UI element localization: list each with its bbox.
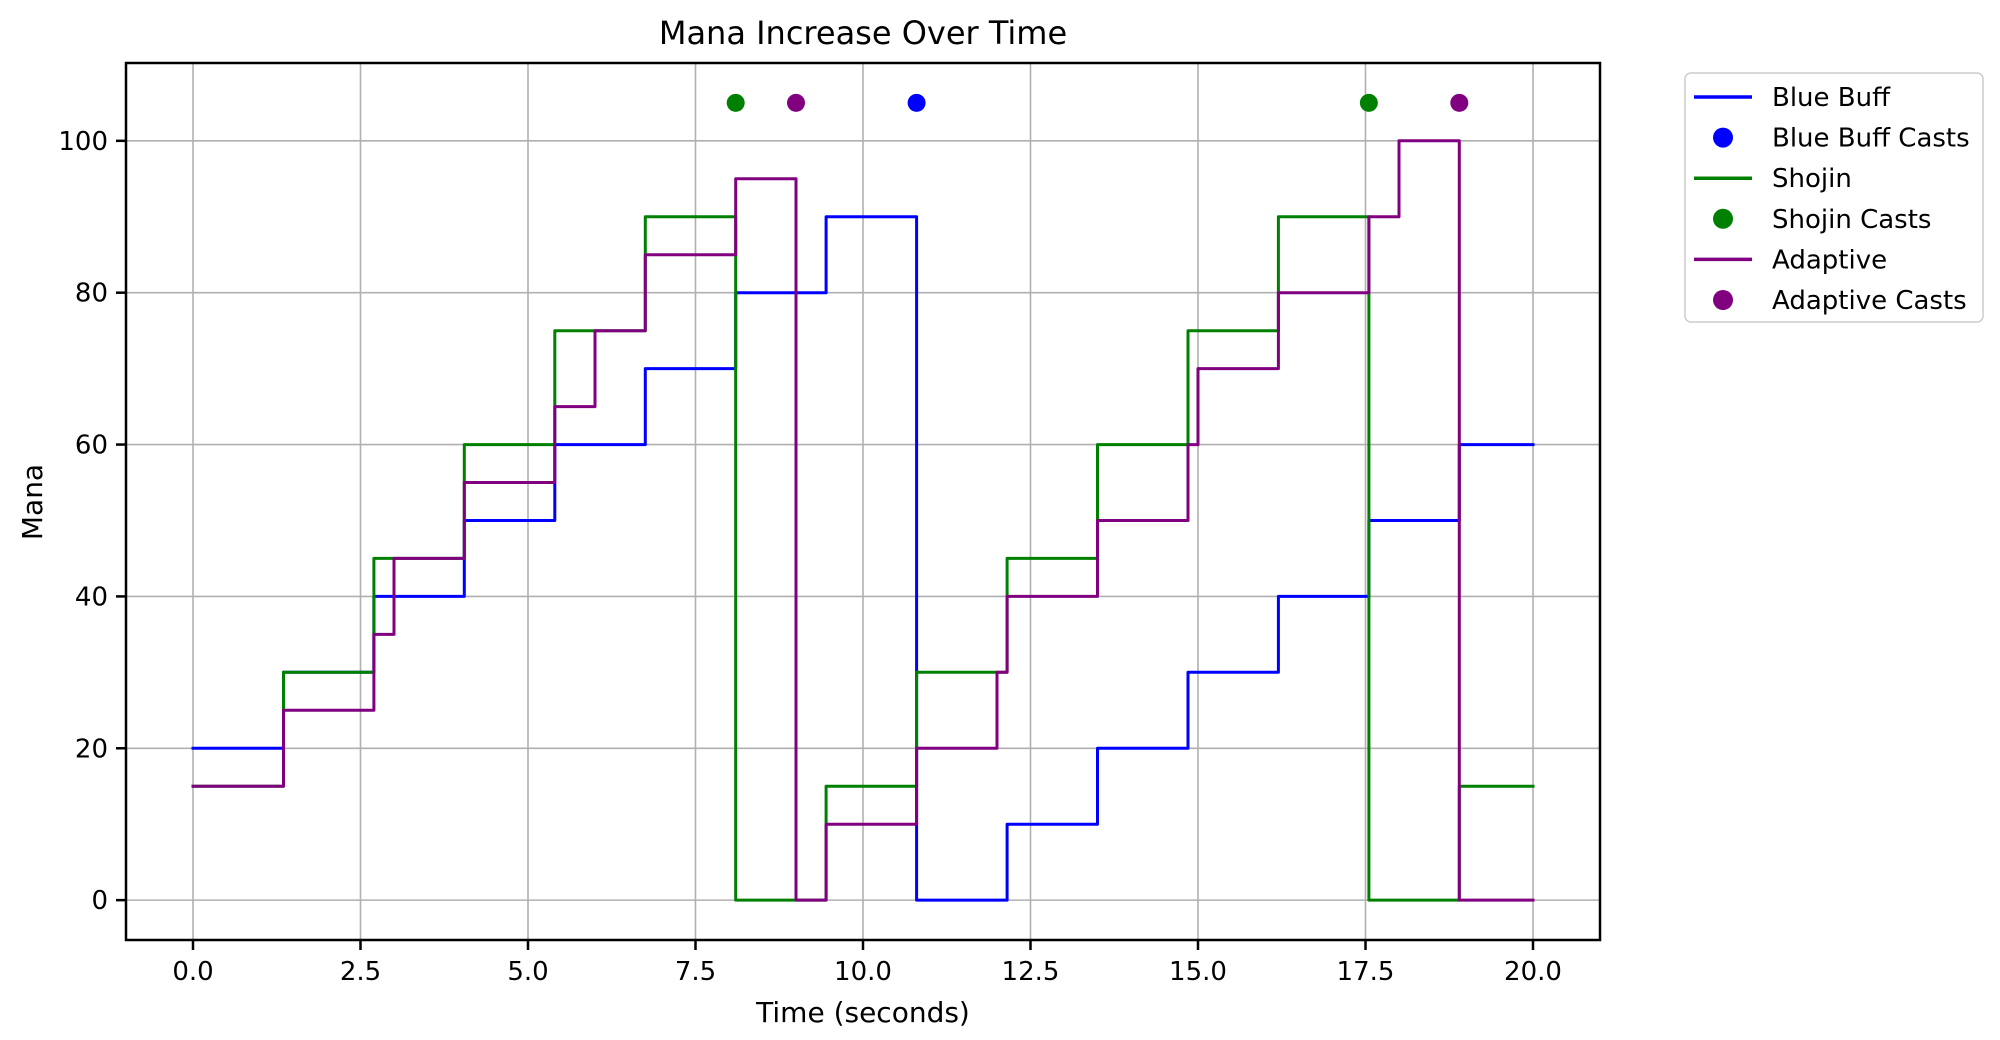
y-tick-label: 20 xyxy=(75,734,108,764)
legend-box xyxy=(1684,72,1984,323)
x-tick-label: 12.5 xyxy=(1002,957,1060,987)
chart-title: Mana Increase Over Time xyxy=(659,14,1067,52)
legend-dot-swatch xyxy=(1713,208,1733,229)
x-tick-label: 0.0 xyxy=(172,957,213,987)
legend-entry-label: Adaptive xyxy=(1772,245,1887,275)
x-axis-label: Time (seconds) xyxy=(755,996,970,1029)
y-tick-label: 0 xyxy=(91,886,108,916)
legend-entry-label: Shojin Casts xyxy=(1772,205,1931,235)
legend-dot-swatch xyxy=(1713,127,1733,148)
cast-marker-layer xyxy=(726,93,1469,112)
cast-marker-adaptive-casts xyxy=(1450,93,1469,112)
legend-entry-label: Blue Buff Casts xyxy=(1772,124,1970,154)
series-line-blue-buff xyxy=(191,215,1535,902)
legend-dot-swatch xyxy=(1713,290,1733,310)
grid-layer xyxy=(126,63,1600,940)
cast-marker-blue-buff-casts xyxy=(907,93,926,112)
legend-entry-label: Shojin xyxy=(1772,164,1852,194)
x-tick-label: 7.5 xyxy=(675,957,716,987)
legend-entry-label: Blue Buff xyxy=(1772,83,1891,113)
cast-marker-adaptive-casts xyxy=(787,93,805,112)
cast-marker-shojin-casts xyxy=(726,93,745,112)
tick-layer: 0.0 2.5 5.0 7.5 10.0 12.5 15.0 17.5 20.0 0 20 40 60 8… xyxy=(58,127,1562,987)
x-tick-label: 10.0 xyxy=(834,957,892,987)
legend-entry-label: Adaptive Casts xyxy=(1772,286,1967,316)
y-tick-label: 80 xyxy=(75,279,108,309)
x-tick-label: 5.0 xyxy=(507,957,548,987)
y-tick-label: 100 xyxy=(58,127,108,157)
x-tick-label: 2.5 xyxy=(340,957,381,987)
y-tick-label: 60 xyxy=(75,431,108,461)
x-tick-label: 15.0 xyxy=(1169,957,1227,987)
x-tick-label: 17.5 xyxy=(1337,957,1395,987)
legend: Blue Buff Blue Buff Casts Shojin Shojin Cas… xyxy=(1684,72,1984,323)
series-layer xyxy=(191,139,1535,902)
x-tick-label: 20.0 xyxy=(1504,957,1562,987)
y-tick-label: 40 xyxy=(75,582,108,612)
cast-marker-shojin-casts xyxy=(1359,93,1378,112)
y-axis-label: Mana xyxy=(16,464,49,540)
series-line-adaptive xyxy=(191,139,1535,902)
